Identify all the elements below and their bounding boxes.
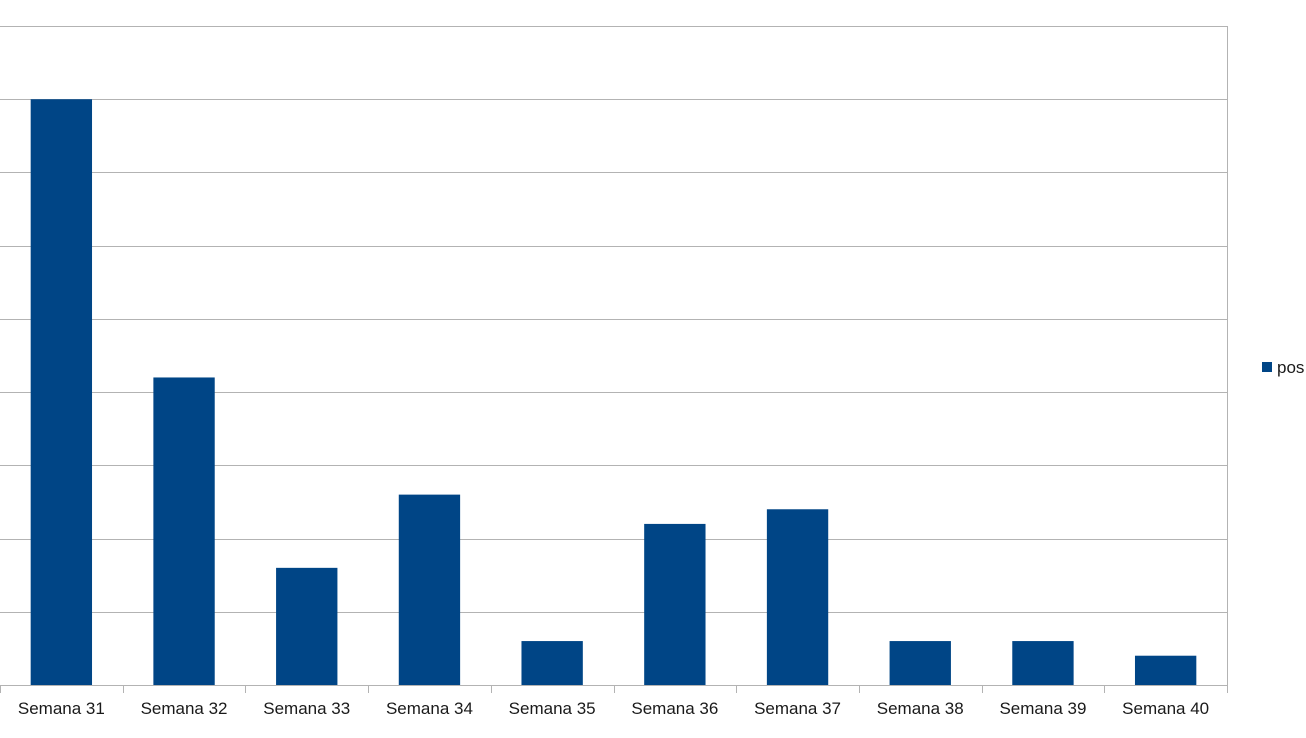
bar bbox=[521, 641, 583, 685]
legend-label-pos: pos bbox=[1277, 358, 1304, 377]
bar bbox=[889, 641, 951, 685]
x-tick-label: Semana 39 bbox=[999, 699, 1086, 718]
x-tick-label: Semana 33 bbox=[263, 699, 350, 718]
bar bbox=[30, 99, 93, 685]
x-tick-label: Semana 34 bbox=[386, 699, 473, 718]
bar bbox=[766, 509, 829, 685]
x-tick-label: Semana 40 bbox=[1122, 699, 1209, 718]
bars bbox=[30, 99, 1197, 685]
x-tick-label: Semana 31 bbox=[18, 699, 105, 718]
bar bbox=[1012, 641, 1074, 685]
bar bbox=[644, 523, 706, 685]
x-tick-label: Semana 36 bbox=[631, 699, 718, 718]
x-tick-label: Semana 37 bbox=[754, 699, 841, 718]
bar bbox=[153, 377, 215, 685]
legend-swatch-pos bbox=[1262, 362, 1272, 372]
x-tick-label: Semana 38 bbox=[877, 699, 964, 718]
x-tick-labels: Semana 31 Semana 32 Semana 33 Semana 34 Sema… bbox=[18, 699, 1209, 718]
bar bbox=[1134, 655, 1197, 685]
x-axis bbox=[0, 685, 1228, 693]
x-tick-label: Semana 35 bbox=[509, 699, 596, 718]
bar bbox=[276, 567, 338, 685]
legend: pos bbox=[1262, 358, 1304, 377]
x-tick-label: Semana 32 bbox=[141, 699, 228, 718]
bar bbox=[398, 494, 461, 685]
